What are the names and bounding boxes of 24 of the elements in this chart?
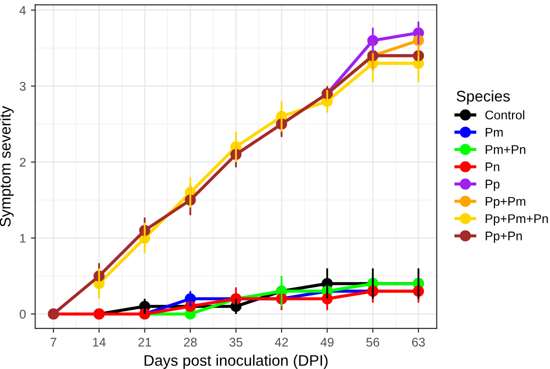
x-axis-title: Days post inoculation (DPI) — [144, 354, 328, 369]
x-tick-label: 7 — [50, 338, 56, 346]
x-tick-label: 14 — [93, 338, 106, 346]
x-tick-label: 28 — [184, 338, 197, 347]
y-tick-label: 4 — [20, 6, 26, 15]
x-tick-label: 42 — [274, 338, 288, 346]
y-tick-label: 1 — [20, 234, 26, 243]
x-tick-label: 35 — [229, 338, 242, 347]
legend-label: Pp+Pm+Pn — [486, 214, 548, 226]
y-tick-label: 2 — [20, 158, 26, 167]
legend-label: Pp — [486, 180, 500, 191]
x-tick-label: 49 — [320, 338, 334, 347]
legend-label: Pm — [486, 128, 503, 137]
legend-title: Species — [456, 90, 510, 105]
legend-label: Pn — [486, 162, 500, 172]
y-tick-label: 3 — [20, 82, 26, 91]
legend-label: Pm+Pn — [486, 145, 526, 154]
legend-label: Pp+Pm — [486, 197, 526, 208]
x-tick-label: 63 — [412, 338, 425, 347]
legend-label: Pp+Pn — [486, 232, 522, 243]
legend-label: Control — [485, 110, 524, 120]
x-tick-label: 21 — [138, 338, 152, 346]
x-tick-label: 56 — [366, 338, 380, 347]
y-tick-label: 0 — [20, 310, 26, 319]
